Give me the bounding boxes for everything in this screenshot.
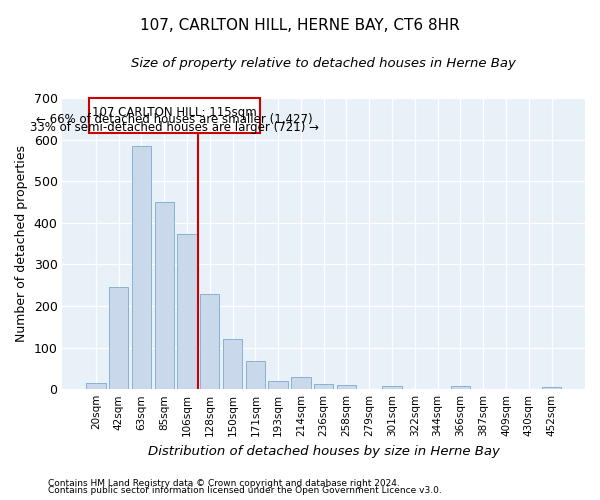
Bar bbox=[109, 288, 128, 389]
Bar bbox=[132, 146, 151, 389]
Bar bbox=[542, 387, 561, 389]
FancyBboxPatch shape bbox=[89, 98, 260, 134]
X-axis label: Distribution of detached houses by size in Herne Bay: Distribution of detached houses by size … bbox=[148, 444, 500, 458]
Title: Size of property relative to detached houses in Herne Bay: Size of property relative to detached ho… bbox=[131, 58, 516, 70]
Bar bbox=[86, 383, 106, 389]
Bar bbox=[268, 381, 288, 389]
Y-axis label: Number of detached properties: Number of detached properties bbox=[15, 145, 28, 342]
Bar bbox=[245, 361, 265, 389]
Text: 107 CARLTON HILL: 115sqm: 107 CARLTON HILL: 115sqm bbox=[92, 106, 257, 118]
Bar bbox=[200, 294, 220, 389]
Bar bbox=[382, 386, 402, 389]
Bar bbox=[178, 234, 197, 389]
Bar bbox=[451, 386, 470, 389]
Bar bbox=[223, 340, 242, 389]
Text: Contains public sector information licensed under the Open Government Licence v3: Contains public sector information licen… bbox=[48, 486, 442, 495]
Text: Contains HM Land Registry data © Crown copyright and database right 2024.: Contains HM Land Registry data © Crown c… bbox=[48, 478, 400, 488]
Text: 107, CARLTON HILL, HERNE BAY, CT6 8HR: 107, CARLTON HILL, HERNE BAY, CT6 8HR bbox=[140, 18, 460, 32]
Bar bbox=[155, 202, 174, 389]
Bar bbox=[337, 385, 356, 389]
Bar bbox=[314, 384, 334, 389]
Text: ← 66% of detached houses are smaller (1,427): ← 66% of detached houses are smaller (1,… bbox=[36, 113, 313, 126]
Text: 33% of semi-detached houses are larger (721) →: 33% of semi-detached houses are larger (… bbox=[30, 120, 319, 134]
Bar bbox=[291, 376, 311, 389]
